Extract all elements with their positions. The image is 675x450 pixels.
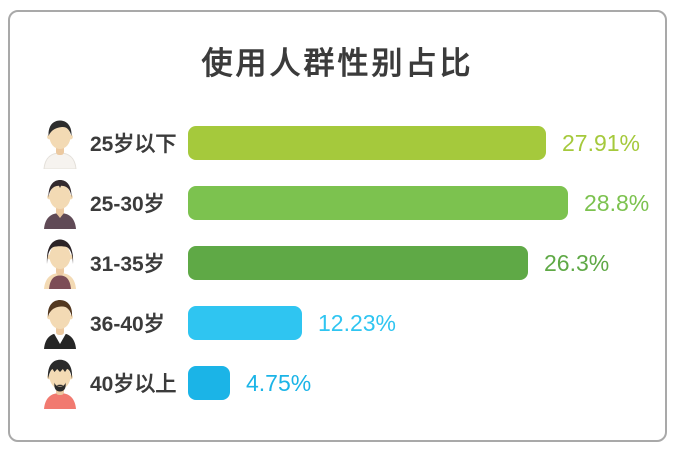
category-label: 25-30岁 bbox=[90, 193, 165, 216]
value-label: 27.91% bbox=[562, 129, 641, 156]
bar-25-30 bbox=[188, 186, 568, 220]
avatar-young-man-white-shirt-icon bbox=[43, 120, 77, 169]
bar-31-35 bbox=[188, 246, 528, 280]
category-label: 25岁以下 bbox=[90, 133, 177, 156]
bar-under-25 bbox=[188, 126, 546, 160]
bar-chart: 25岁以下 27.91% 25-30岁 28.8% bbox=[10, 113, 665, 413]
page-border-frame: 使用人群性别占比 25岁以下 27.91% bbox=[8, 10, 667, 442]
avatar-man-black-suit-icon bbox=[44, 299, 76, 349]
avatar-man-plum-shirt-icon bbox=[44, 180, 76, 229]
avatar-bearded-man-red-shirt-icon bbox=[44, 359, 76, 409]
bar-36-40 bbox=[188, 306, 302, 340]
chart-row-25-30: 25-30岁 28.8% bbox=[10, 173, 665, 233]
value-label: 26.3% bbox=[544, 249, 610, 276]
avatar-woman-maroon-top-icon bbox=[44, 239, 76, 289]
bar-over-40 bbox=[188, 366, 230, 400]
category-label: 36-40岁 bbox=[90, 313, 165, 336]
category-label: 31-35岁 bbox=[90, 253, 165, 276]
chart-row-under-25: 25岁以下 27.91% bbox=[10, 113, 665, 173]
chart-row-36-40: 36-40岁 12.23% bbox=[10, 293, 665, 353]
value-label: 28.8% bbox=[584, 189, 650, 216]
value-label: 12.23% bbox=[318, 309, 397, 336]
chart-title: 使用人群性别占比 bbox=[201, 46, 474, 81]
value-label: 4.75% bbox=[246, 369, 312, 396]
chart-row-over-40: 40岁以上 4.75% bbox=[10, 353, 665, 413]
category-label: 40岁以上 bbox=[90, 373, 177, 396]
chart-row-31-35: 31-35岁 26.3% bbox=[10, 233, 665, 293]
